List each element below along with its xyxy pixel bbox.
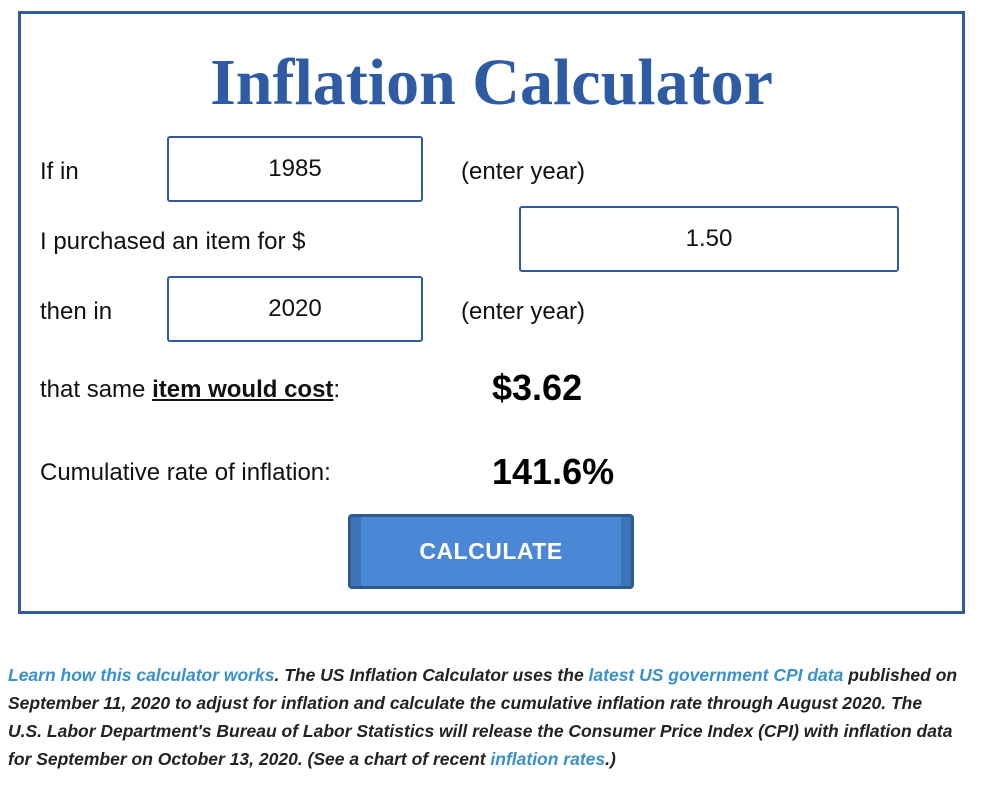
inflation-rates-link[interactable]: inflation rates — [490, 749, 606, 769]
cost-label-prefix: that same — [40, 376, 153, 403]
description-text-3: .) — [605, 749, 616, 769]
description-text-2: published on September 11, 2020 to adjus… — [8, 665, 958, 769]
cost-label: that same item would cost: — [40, 378, 340, 402]
cumulative-rate-label: Cumulative rate of inflation: — [40, 459, 331, 486]
purchase-amount-input[interactable] — [519, 206, 899, 272]
end-year-input[interactable] — [167, 276, 423, 342]
start-year-hint: (enter year) — [461, 158, 586, 185]
start-year-input[interactable] — [167, 136, 423, 202]
calculator-title: Inflation Calculator — [210, 46, 773, 119]
cpi-data-link[interactable]: latest US government CPI data — [588, 665, 844, 685]
cost-label-emphasis: item would cost — [152, 376, 334, 403]
cost-result: $3.62 — [492, 367, 583, 408]
learn-how-link[interactable]: Learn how this calculator works — [8, 665, 275, 685]
description-text-1: . The US Inflation Calculator uses the — [274, 665, 589, 685]
cost-label-suffix: : — [333, 376, 341, 403]
calculate-button[interactable]: CALCULATE — [348, 514, 634, 589]
inflation-calculator-panel: Inflation Calculator If in (enter year) … — [18, 11, 965, 614]
calculator-description: Learn how this calculator works. The US … — [8, 661, 958, 773]
start-year-label: If in — [40, 158, 79, 185]
end-year-label: then in — [40, 298, 113, 325]
end-year-hint: (enter year) — [461, 298, 586, 325]
purchase-amount-label: I purchased an item for $ — [40, 228, 306, 255]
cumulative-rate-result: 141.6% — [492, 451, 615, 492]
